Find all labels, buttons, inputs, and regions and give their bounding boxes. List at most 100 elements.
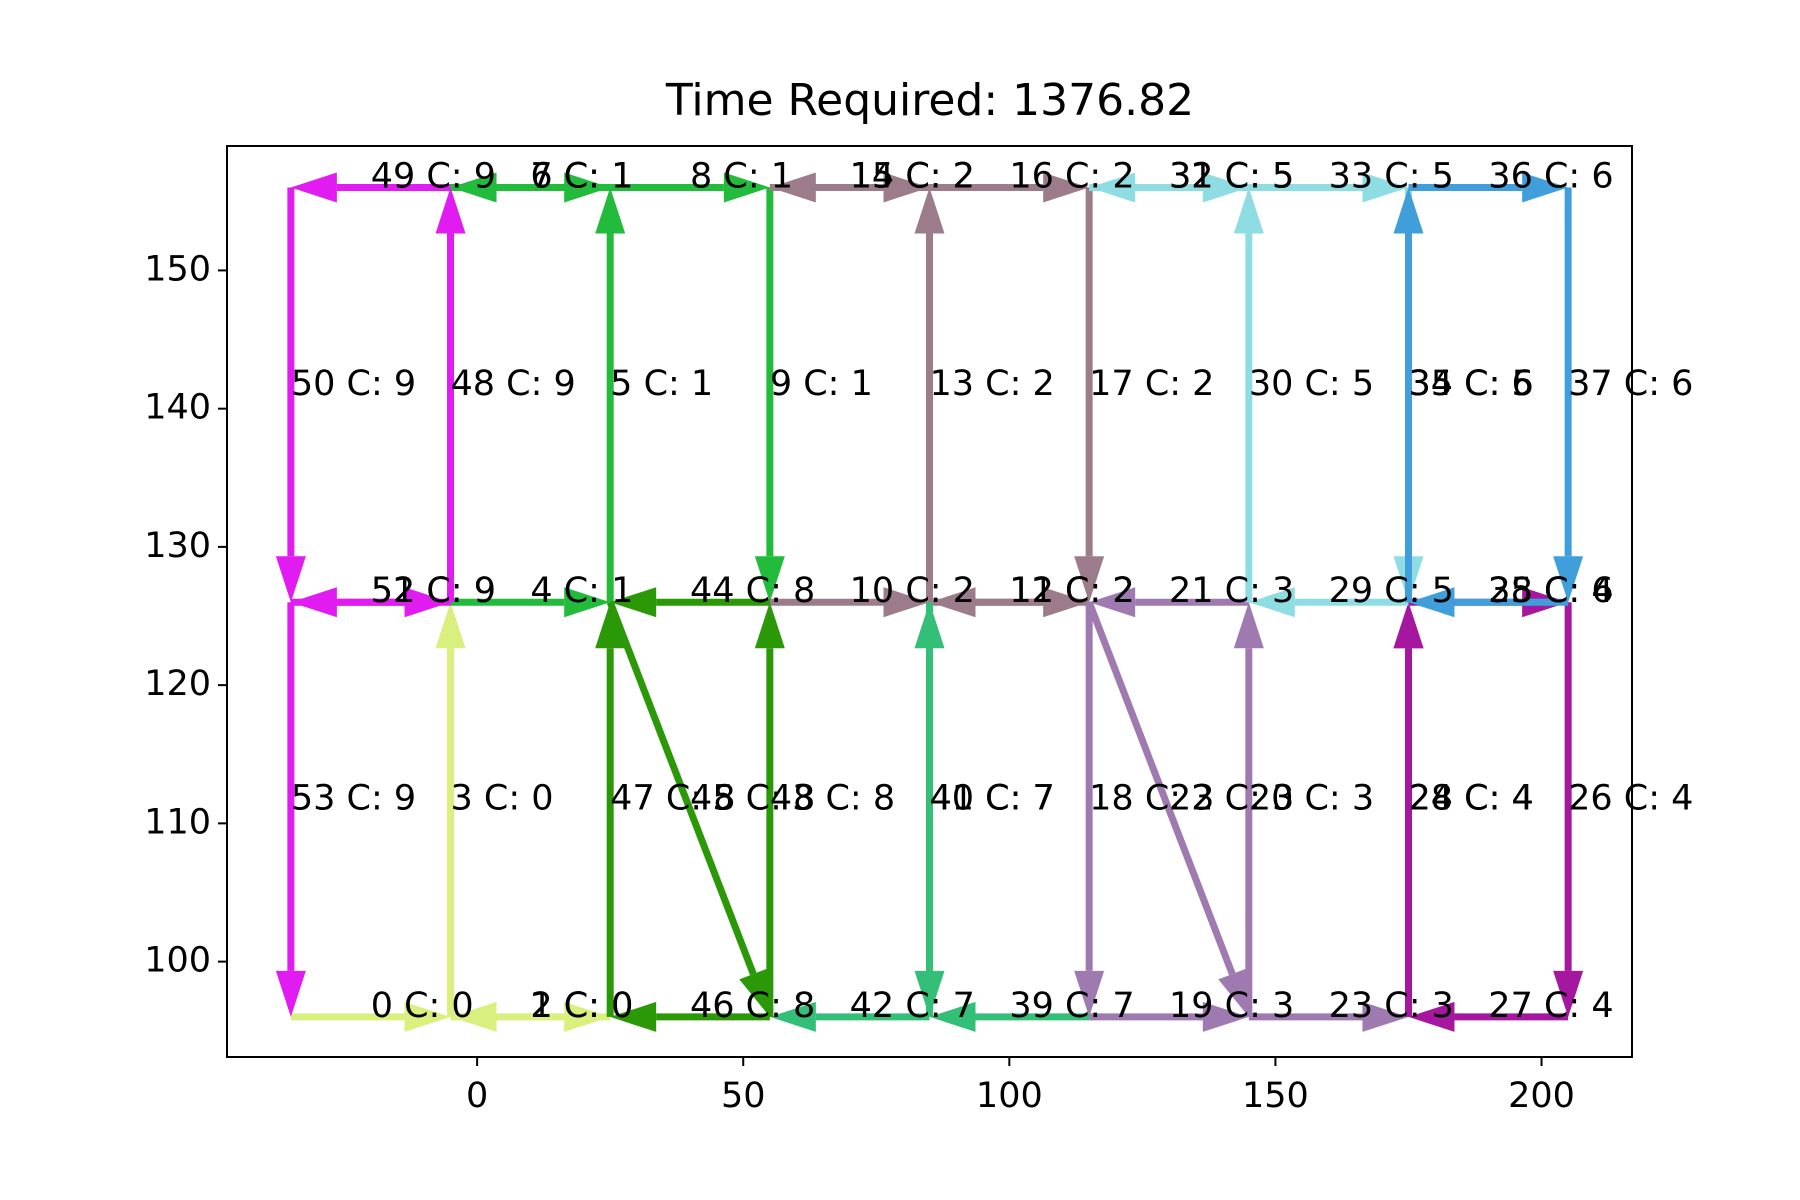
route-edge xyxy=(1085,600,1249,1017)
y-tick-label: 110 xyxy=(144,802,211,842)
route-edge xyxy=(450,1001,611,1032)
route-edge xyxy=(1074,602,1105,1017)
arrow-head xyxy=(435,187,466,234)
edge-label: 8 C: 1 xyxy=(690,156,793,196)
arrow-head xyxy=(1393,602,1424,649)
y-tick-label: 100 xyxy=(144,941,211,981)
y-tick-label: 130 xyxy=(144,526,211,566)
route-edge xyxy=(290,1001,451,1032)
arrow-head xyxy=(769,1001,816,1032)
route-edge xyxy=(1089,172,1249,203)
edge-label: 25 C: 4 xyxy=(1488,571,1613,611)
edge-label: 10 C: 2 xyxy=(850,571,975,611)
arrow-head xyxy=(290,172,337,203)
arrow-head xyxy=(290,587,337,618)
edge-label: 33 C: 5 xyxy=(1329,156,1454,196)
edge-label: 6 C: 1 xyxy=(530,156,633,196)
arrow-head xyxy=(739,968,770,1017)
edge-label: 32 C: 5 xyxy=(1169,156,1294,196)
arrow-head xyxy=(595,187,626,234)
route-edge xyxy=(1089,1001,1249,1032)
route-edge xyxy=(1408,172,1569,203)
arrow-head xyxy=(754,556,785,603)
edge-label: 39 C: 7 xyxy=(1009,986,1134,1026)
edge-label: 4 C: 1 xyxy=(530,571,633,611)
arrow-head xyxy=(1202,172,1249,203)
arrow-head xyxy=(1522,172,1569,203)
edge-label: 41 C: 7 xyxy=(930,779,1055,819)
arrow-head xyxy=(1043,172,1090,203)
edge-label: 40 C: 7 xyxy=(930,779,1055,819)
route-edge xyxy=(290,587,451,618)
route-edge xyxy=(1248,1001,1409,1032)
edge-label: 15 C: 2 xyxy=(850,156,975,196)
route-edge xyxy=(610,172,770,203)
route-edge xyxy=(610,1001,770,1032)
route-edge xyxy=(769,172,930,203)
edge-line xyxy=(1085,600,1236,976)
route-edge xyxy=(435,187,466,603)
route-edge xyxy=(769,587,930,618)
x-tick-label: 200 xyxy=(1508,1076,1575,1116)
route-edge xyxy=(275,602,306,1017)
arrow-head xyxy=(723,172,770,203)
edge-label: 16 C: 2 xyxy=(1009,156,1134,196)
edge-label: 31 C: 5 xyxy=(1169,156,1294,196)
arrow-head xyxy=(404,1001,451,1032)
route-edge xyxy=(1089,587,1249,618)
route-edge xyxy=(754,187,785,603)
y-tick-label: 140 xyxy=(144,388,211,428)
route-edge xyxy=(1393,602,1424,1017)
edge-line xyxy=(606,600,757,976)
route-edge xyxy=(914,187,945,603)
x-tick-label: 100 xyxy=(976,1076,1043,1116)
route-edge xyxy=(1393,187,1424,603)
edge-label: 20 C: 3 xyxy=(1249,779,1374,819)
edge-label: 52 C: 9 xyxy=(371,571,496,611)
x-tick-label: 0 xyxy=(466,1076,488,1116)
arrow-head xyxy=(1074,970,1105,1017)
edge-label: 14 C: 2 xyxy=(850,156,975,196)
route-edge xyxy=(929,172,1090,203)
arrow-head xyxy=(1233,187,1264,234)
edge-label: 47 C: 8 xyxy=(610,779,735,819)
edge-label: 51 C: 9 xyxy=(371,571,496,611)
route-edge xyxy=(929,587,1090,618)
y-tick-label: 150 xyxy=(144,249,211,289)
arrow-head xyxy=(1089,587,1136,618)
edge-label: 19 C: 3 xyxy=(1169,986,1294,1026)
edge-label: 45 C: 8 xyxy=(690,779,815,819)
arrow-head xyxy=(1553,970,1584,1017)
route-edge xyxy=(929,1001,1090,1032)
edges xyxy=(275,172,1584,1032)
route-edge xyxy=(1408,1001,1569,1032)
edge-label: 28 C: 4 xyxy=(1408,779,1533,819)
edge-label: 44 C: 8 xyxy=(690,571,815,611)
edge-label: 5 C: 1 xyxy=(610,364,713,404)
route-edge xyxy=(1074,187,1105,603)
route-edge xyxy=(1233,602,1264,1017)
route-edge xyxy=(1553,602,1584,1017)
edge-label: 36 C: 6 xyxy=(1488,156,1613,196)
edge-label: 18 C: 3 xyxy=(1089,779,1214,819)
y-tick-label: 120 xyxy=(144,664,211,704)
edge-label: 9 C: 1 xyxy=(770,364,873,404)
edge-label: 53 C: 9 xyxy=(291,779,416,819)
route-edge xyxy=(275,187,306,603)
edge-label: 2 C: 0 xyxy=(530,986,633,1026)
edge-label: 13 C: 2 xyxy=(930,364,1055,404)
arrow-head xyxy=(450,1001,497,1032)
x-tick-label: 150 xyxy=(1242,1076,1309,1116)
arrow-head xyxy=(1408,1001,1455,1032)
arrow-head xyxy=(1248,587,1295,618)
arrow-head xyxy=(1202,1001,1249,1032)
arrow-head xyxy=(883,587,930,618)
edge-label: 49 C: 9 xyxy=(371,156,496,196)
arrow-head xyxy=(1074,556,1105,603)
chart-title: Time Required: 1376.82 xyxy=(665,75,1194,126)
edge-label: 22 C: 3 xyxy=(1169,779,1294,819)
edge-label: 3 C: 0 xyxy=(451,779,554,819)
arrow-head xyxy=(564,172,611,203)
